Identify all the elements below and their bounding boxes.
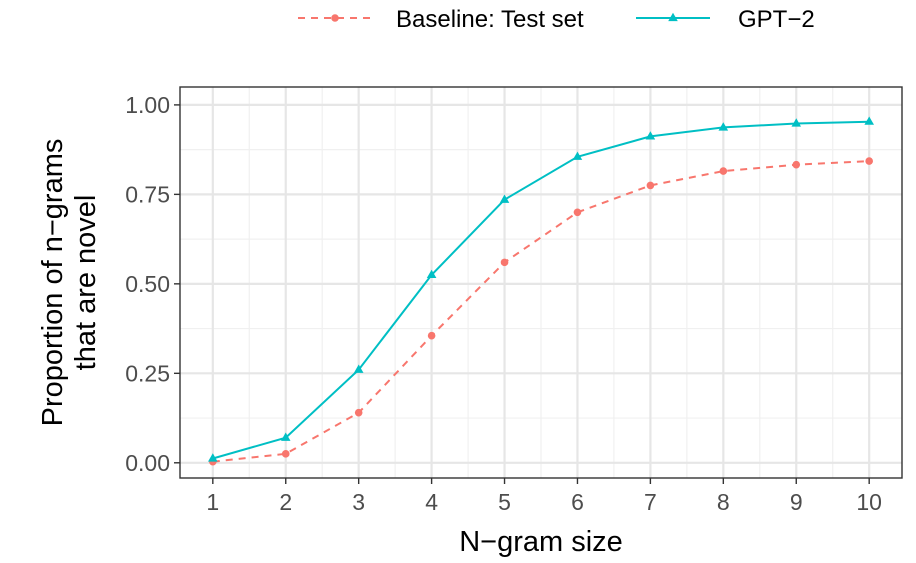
data-point-1-0 [208, 453, 218, 462]
y-tick-label: 0.00 [125, 450, 170, 476]
x-axis-title: N−gram size [459, 526, 623, 558]
y-tick-label: 0.75 [125, 181, 170, 207]
data-point-1-6 [645, 131, 656, 140]
y-tick-label: 0.50 [125, 271, 170, 297]
legend: Baseline: Test set GPT−2 [298, 6, 815, 33]
data-point-1-7 [718, 122, 729, 131]
x-tick-label: 6 [571, 489, 584, 515]
y-axis-title-line-2: that are novel [70, 195, 102, 371]
legend-swatch-marker [331, 14, 339, 22]
plot-panel-border [179, 86, 903, 479]
y-tick-label: 1.00 [125, 92, 170, 118]
data-point-0-5 [573, 208, 582, 217]
legend-item-gpt2: GPT−2 [636, 6, 815, 33]
x-tick-label: 3 [352, 489, 365, 515]
x-tick-label: 7 [644, 489, 657, 515]
grid [180, 87, 902, 478]
x-tick-label: 8 [717, 489, 730, 515]
data-point-0-4 [500, 258, 509, 267]
x-tick-label: 2 [279, 489, 292, 515]
axes: 0.00 0.25 0.50 0.75 1.00 1 2 3 4 5 6 7 8 9 10 [125, 92, 882, 515]
data-point-0-3 [427, 331, 436, 340]
legend-label: Baseline: Test set [396, 6, 584, 33]
data-point-0-8 [792, 160, 801, 169]
y-tick-label: 0.25 [125, 360, 170, 386]
data-point-0-9 [865, 157, 873, 165]
series-line-0 [212, 160, 870, 463]
x-tick-label: 10 [856, 489, 882, 515]
data-point-0-1 [281, 450, 290, 458]
y-axis-title-line-1: Proportion of n−grams [37, 139, 69, 427]
data-point-1-9 [864, 116, 874, 125]
data-point-0-2 [354, 408, 363, 417]
data-point-0-6 [646, 181, 655, 190]
data-point-1-8 [791, 118, 801, 127]
x-tick-label: 1 [206, 489, 219, 515]
legend-item-baseline: Baseline: Test set [298, 6, 584, 33]
x-tick-label: 4 [425, 489, 438, 515]
legend-label: GPT−2 [738, 6, 815, 33]
data-point-1-3 [426, 269, 437, 278]
series-layer [208, 116, 874, 466]
data-point-1-5 [572, 151, 583, 160]
series-line-1 [212, 120, 870, 460]
data-point-1-2 [353, 364, 364, 373]
legend-swatch-marker [668, 12, 678, 22]
data-point-1-4 [499, 194, 510, 203]
data-point-1-1 [281, 432, 291, 441]
x-tick-label: 9 [790, 489, 803, 515]
data-point-0-7 [719, 167, 728, 175]
x-tick-label: 5 [498, 489, 511, 515]
